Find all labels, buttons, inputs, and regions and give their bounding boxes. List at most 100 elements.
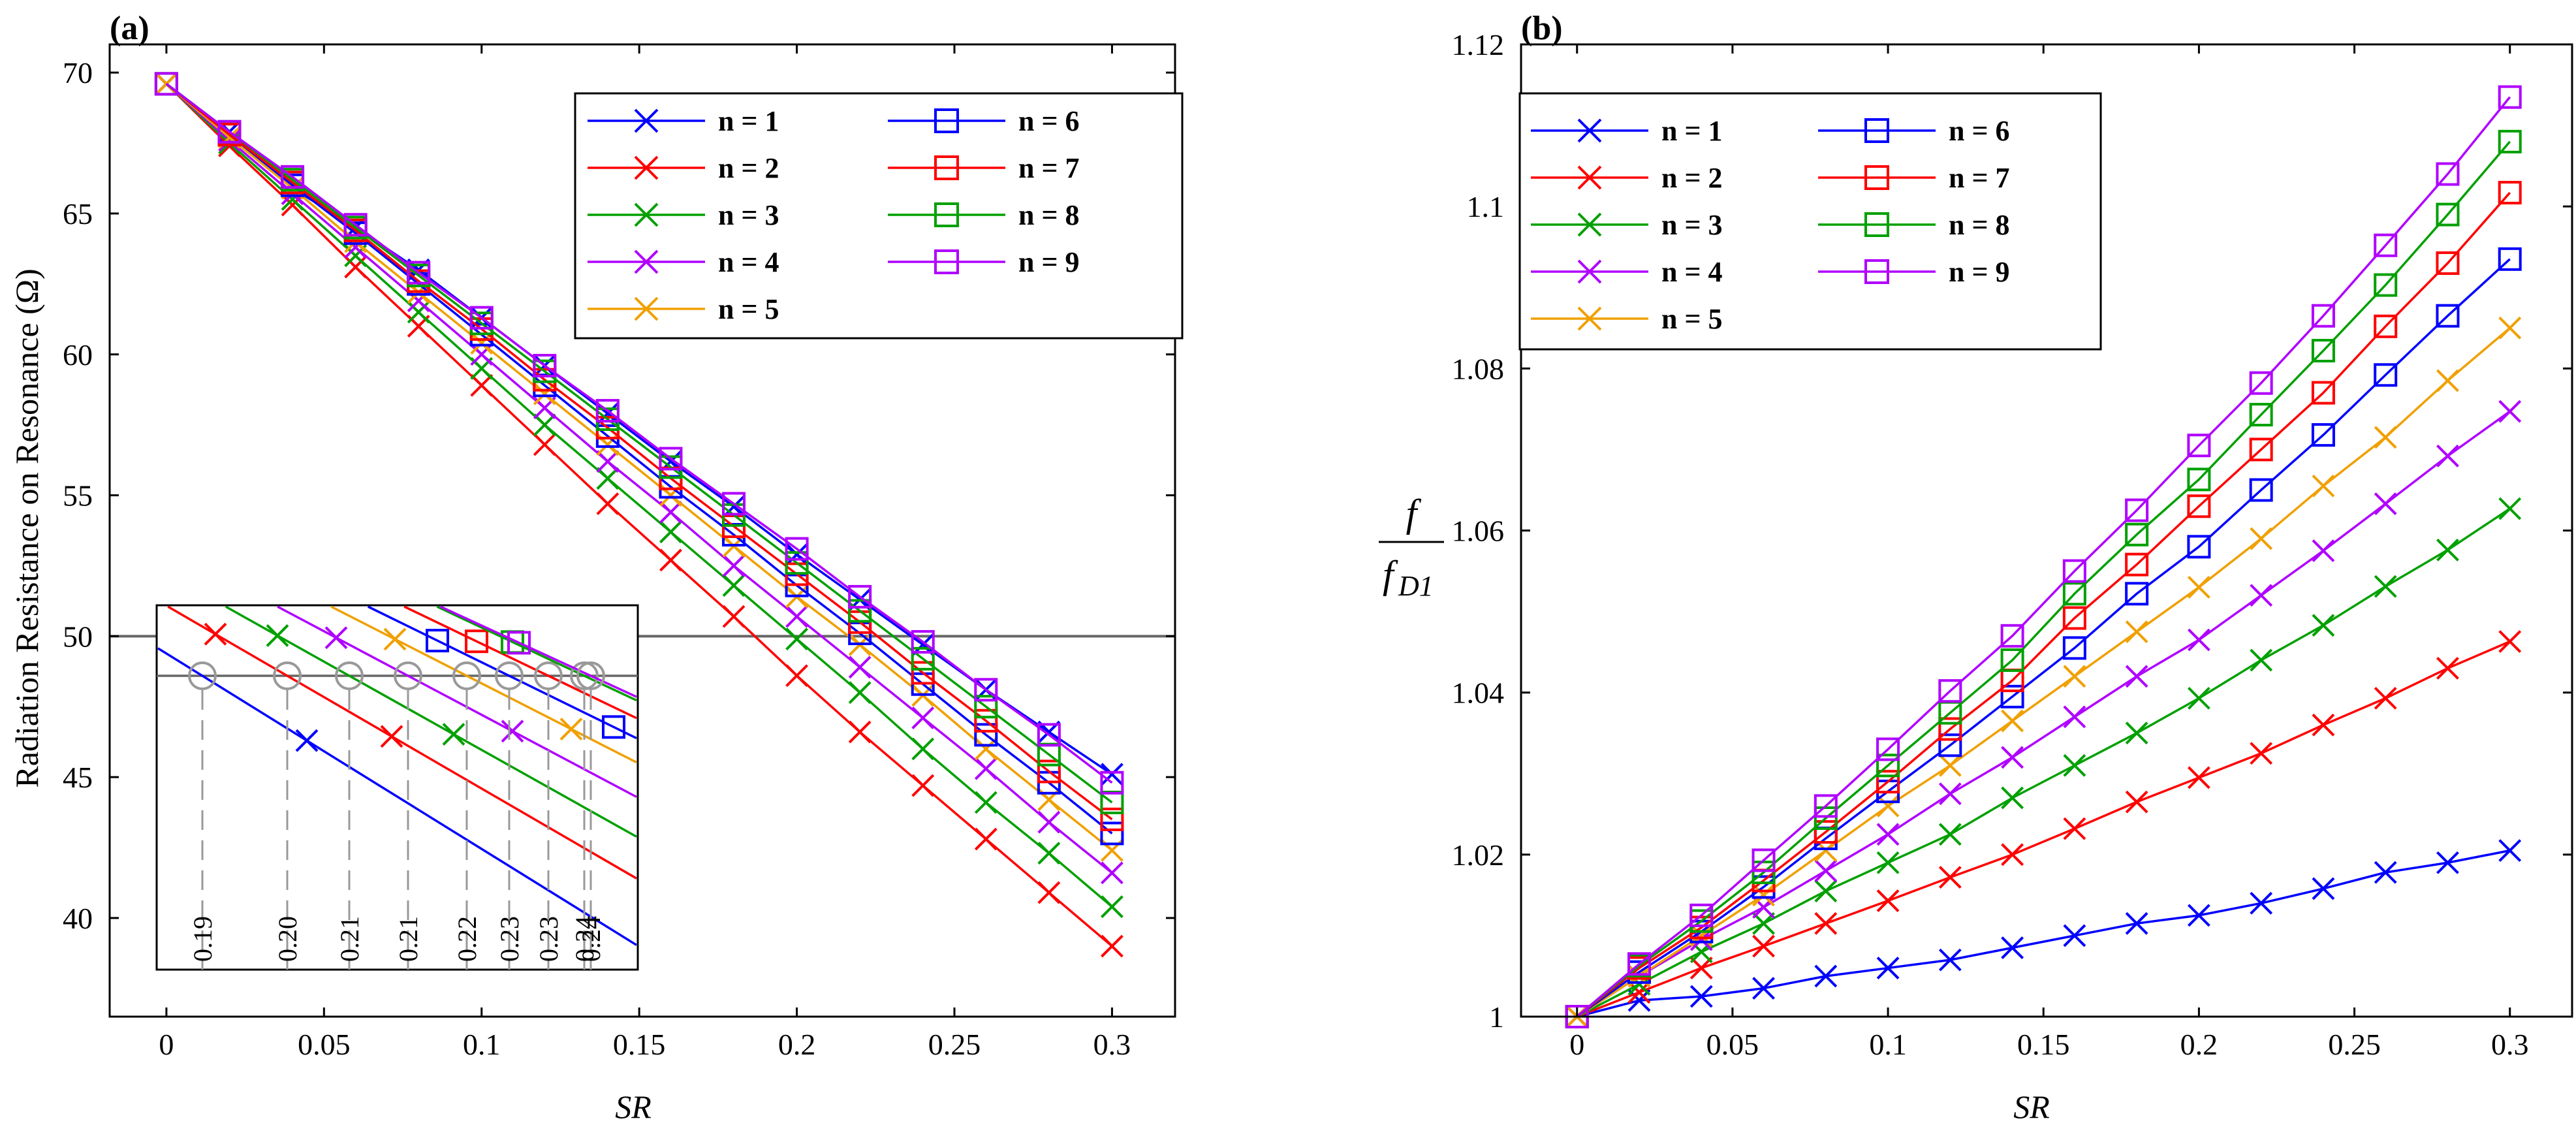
series-line-9	[1576, 96, 2511, 1018]
inset-crossing-marker	[570, 661, 599, 690]
data-point	[1938, 782, 1962, 806]
y-tick-label: 1.04	[1452, 676, 1505, 710]
data-point	[1037, 810, 1061, 834]
data-point	[533, 413, 556, 437]
data-point	[974, 757, 997, 780]
data-point	[407, 300, 430, 324]
legend-marker	[934, 202, 959, 227]
data-point	[533, 433, 556, 456]
y-tick-label: 1.1	[1467, 190, 1505, 223]
data-point	[1037, 759, 1061, 784]
data-point	[218, 129, 241, 152]
inset-series-line-2	[167, 605, 637, 880]
data-point	[659, 548, 682, 572]
inset-sr-label: 0.21	[394, 916, 423, 962]
legend-marker	[634, 296, 659, 321]
data-point	[470, 332, 494, 355]
data-point	[2125, 582, 2149, 606]
inset-data-point	[559, 718, 583, 741]
data-point	[1938, 733, 1962, 757]
x-tick-label: 0.05	[298, 1028, 351, 1061]
data-point	[154, 72, 178, 96]
data-point	[785, 605, 809, 628]
data-point	[2001, 786, 2024, 810]
data-point	[1876, 957, 1900, 979]
y-tick-label: 70	[63, 56, 93, 89]
inset-frame	[155, 604, 639, 971]
data-point	[911, 661, 935, 685]
panel-a-inset: 0.19 0.20 0.21 0.21 0.22 0.23 0.23 0.240.24	[155, 604, 639, 971]
data-point	[2436, 851, 2459, 874]
panel-a-legend: n = 1 n = 2 n = 3 n = 4 n = 5 n = 6 n = 7 n = 8…	[574, 92, 1184, 340]
data-point	[2125, 552, 2149, 577]
data-point	[974, 708, 998, 733]
data-point	[1037, 723, 1061, 747]
panel-a-ylabel: Radiation Resistance on Resonance (Ω)	[8, 268, 45, 787]
legend-label: n = 2	[1661, 162, 1723, 194]
data-point	[848, 720, 872, 744]
data-point	[2249, 403, 2273, 427]
data-point	[848, 599, 872, 623]
panel-b-xlabel: SR	[2013, 1088, 2050, 1125]
data-point	[911, 737, 935, 761]
data-point	[2063, 817, 2086, 840]
legend-marker	[1864, 259, 1889, 284]
inset-data-point	[507, 631, 531, 655]
data-point	[2063, 705, 2086, 729]
data-point	[2436, 162, 2460, 186]
data-point	[1814, 964, 1838, 988]
data-point	[2374, 363, 2398, 387]
legend-marker	[634, 108, 659, 133]
data-point	[1938, 866, 1962, 889]
data-point	[2312, 614, 2335, 637]
data-point	[1938, 717, 1962, 741]
inset-data-point	[465, 629, 488, 654]
data-point	[596, 492, 620, 515]
series-line-2	[1577, 640, 2511, 1018]
data-point	[2250, 584, 2273, 607]
data-point	[2498, 630, 2522, 653]
data-point	[1814, 806, 1838, 830]
inset-crossing-marker	[273, 661, 302, 690]
data-point	[595, 399, 620, 423]
data-point	[470, 373, 494, 397]
data-point	[1938, 948, 1962, 972]
data-point	[1752, 934, 1775, 958]
inset-sr-label: 0.24	[576, 916, 606, 962]
data-point	[2063, 665, 2086, 688]
data-point	[1938, 753, 1962, 777]
legend-label: n = 4	[718, 246, 779, 278]
data-point	[2001, 709, 2024, 733]
data-point	[2187, 686, 2210, 710]
x-tick-label: 0.3	[1093, 1028, 1131, 1061]
panel-b-legend-box	[1518, 92, 2102, 351]
data-point	[2312, 474, 2335, 498]
x-tick-label: 0.25	[2328, 1028, 2381, 1061]
legend-entry-4: n = 4	[588, 246, 779, 278]
panel-b: (b) f f D1 SR 0 0.05 0.1 0.15 0.2 0.25 0.311.0…	[1379, 10, 2573, 1125]
legend-entry-3: n = 3	[588, 199, 779, 231]
data-point	[1627, 952, 1652, 976]
data-point	[2498, 497, 2522, 520]
data-point	[2187, 468, 2211, 492]
series-line-3	[1576, 507, 2511, 1018]
data-point	[2000, 684, 2024, 708]
data-point	[911, 774, 935, 797]
y-tick-label: 1.06	[1452, 515, 1505, 548]
legend-marker	[1864, 212, 1889, 237]
inset-sr-label: 0.20	[273, 916, 302, 962]
data-point	[2312, 877, 2335, 900]
legend-marker	[1864, 118, 1889, 143]
data-point	[659, 447, 683, 471]
data-point	[2312, 713, 2335, 737]
data-point	[2250, 648, 2273, 672]
data-point	[2374, 492, 2397, 515]
data-point	[1752, 883, 1775, 907]
series-line-8	[165, 83, 1113, 804]
data-point	[2249, 478, 2273, 502]
legend-entry-9: n = 9	[888, 246, 1080, 278]
data-point	[974, 791, 997, 814]
data-point	[2374, 314, 2398, 338]
series-markers-8	[1565, 129, 2522, 1028]
